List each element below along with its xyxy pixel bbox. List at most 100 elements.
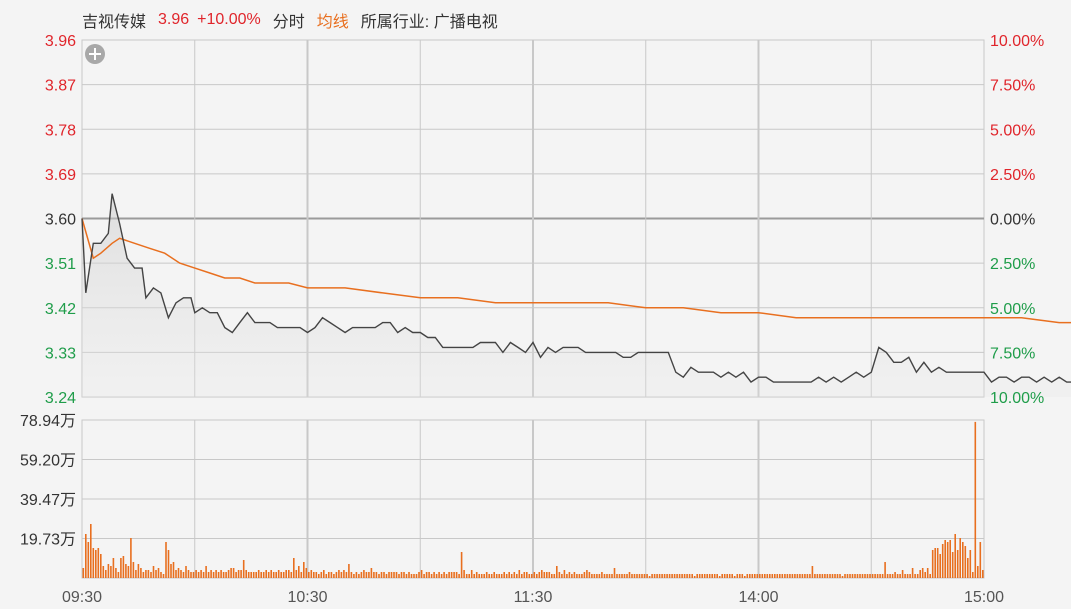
volume-bar [122, 556, 125, 578]
volume-bar [165, 542, 167, 578]
volume-bar [563, 570, 566, 578]
volume-bar [453, 572, 455, 578]
volume-bar [115, 568, 117, 578]
price-tick-label: 3.78 [45, 122, 76, 139]
volume-bar [288, 570, 290, 578]
volume-bar [137, 564, 140, 578]
volume-bar [728, 574, 731, 578]
volume-bar [172, 562, 175, 578]
volume-bar [500, 574, 503, 578]
volume-bar [510, 574, 513, 578]
volume-bar [944, 540, 946, 578]
volume-bar [420, 570, 423, 578]
volume-bar [786, 574, 789, 578]
volume-bar [916, 574, 919, 578]
volume-bar [333, 574, 335, 578]
volume-bar [282, 572, 285, 578]
volume-bar [578, 574, 581, 578]
volume-bar [335, 572, 338, 578]
volume-bar [200, 570, 202, 578]
volume-bar [348, 564, 350, 578]
volume-bar [380, 572, 383, 578]
volume-bar [100, 554, 102, 578]
volume-bar [804, 574, 806, 578]
volume-bars [82, 421, 984, 578]
volume-bar [711, 574, 713, 578]
intraday-mode-tab[interactable]: 分时 [272, 14, 305, 31]
volume-bar [473, 574, 475, 578]
volume-bar [801, 574, 804, 578]
volume-bar [365, 572, 368, 578]
volume-bar [894, 572, 896, 578]
volume-bar [82, 568, 85, 578]
volume-bar [723, 574, 726, 578]
avg-line-legend[interactable]: 均线 [316, 14, 349, 31]
volume-bar [764, 574, 766, 578]
volume-bar [596, 574, 598, 578]
volume-bar [495, 574, 498, 578]
volume-bar [914, 574, 916, 578]
zoom-in-icon[interactable] [85, 44, 105, 64]
volume-bar [400, 572, 403, 578]
volume-bar [140, 568, 142, 578]
volume-bar [438, 572, 440, 578]
time-tick-label: 11:30 [514, 589, 553, 606]
volume-bar [383, 572, 385, 578]
volume-bar [841, 576, 844, 578]
volume-bar [440, 574, 443, 578]
volume-bar [949, 540, 951, 578]
volume-bar [325, 574, 328, 578]
volume-bar [260, 572, 262, 578]
percent-tick-label: 0.00% [990, 212, 1035, 229]
volume-bar [606, 574, 608, 578]
volume-bar [155, 570, 157, 578]
volume-bar [145, 570, 147, 578]
volume-bar [207, 572, 210, 578]
volume-bar [425, 572, 428, 578]
price-tick-label: 3.42 [45, 301, 76, 318]
volume-bar [816, 574, 819, 578]
volume-bar [889, 574, 891, 578]
volume-bar [628, 572, 631, 578]
volume-bar [591, 574, 593, 578]
volume-bar [751, 574, 754, 578]
volume-bar [726, 574, 728, 578]
volume-bar [285, 570, 287, 578]
volume-bar [653, 574, 656, 578]
volume-bar [826, 574, 829, 578]
volume-bar [428, 572, 430, 578]
volume-bar [568, 572, 571, 578]
volume-bar [498, 574, 500, 578]
volume-bar [192, 572, 195, 578]
volume-bar [733, 576, 736, 578]
volume-bar [839, 574, 841, 578]
volume-bar [368, 572, 370, 578]
volume-bar [450, 572, 453, 578]
volume-bar [668, 574, 671, 578]
volume-bar [265, 570, 267, 578]
volume-bar [247, 572, 250, 578]
volume-bar [125, 564, 127, 578]
volume-bar [603, 574, 606, 578]
volume-bar [611, 574, 613, 578]
volume-bar [756, 574, 759, 578]
volume-bar [831, 574, 834, 578]
price-tick-label: 3.87 [45, 78, 76, 95]
volume-bar [240, 570, 242, 578]
volume-bar [458, 574, 460, 578]
volume-bar [505, 574, 508, 578]
volume-bar [323, 570, 325, 578]
volume-bar [866, 574, 869, 578]
volume-bar [242, 560, 245, 578]
volume-bar [393, 572, 395, 578]
volume-bar [789, 574, 791, 578]
volume-bar [521, 574, 523, 578]
volume-bar [85, 534, 87, 578]
volume-bar [170, 564, 172, 578]
volume-bar [851, 574, 854, 578]
volume-bar [490, 574, 493, 578]
volume-bar [90, 524, 92, 578]
volume-bar [909, 574, 911, 578]
volume-bar [676, 574, 678, 578]
volume-bar [819, 574, 821, 578]
